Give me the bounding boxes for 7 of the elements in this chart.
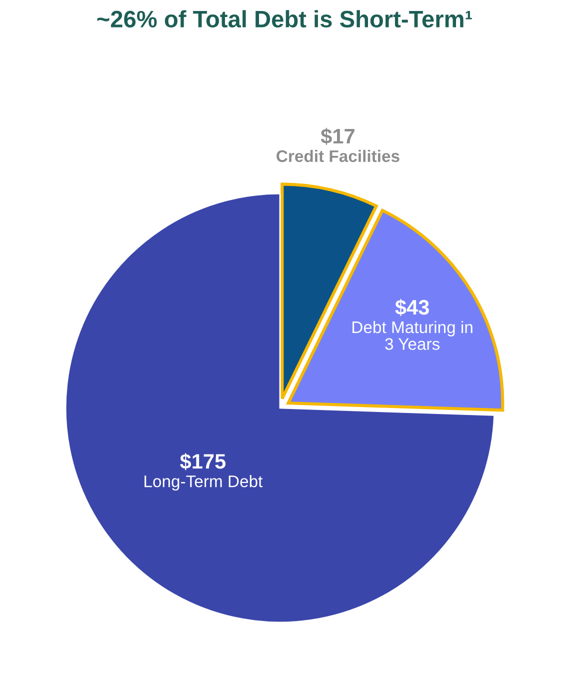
slice-label: Long-Term Debt bbox=[144, 475, 263, 491]
data-label: $175 bbox=[180, 453, 226, 470]
slice-label: Credit Facilities bbox=[276, 150, 400, 162]
data-label: $43 bbox=[395, 299, 429, 316]
slice-label: Debt Maturing in 3 Years bbox=[352, 320, 472, 350]
chart-title: ~26% of Total Debt is Short-Term¹ bbox=[97, 10, 472, 28]
data-label: $17 bbox=[320, 128, 354, 145]
